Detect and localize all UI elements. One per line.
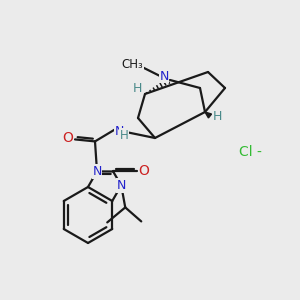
- Text: O: O: [139, 164, 150, 178]
- Text: H: H: [120, 129, 128, 142]
- Text: O: O: [63, 131, 74, 146]
- Text: H: H: [212, 110, 222, 122]
- Text: H: H: [132, 82, 142, 94]
- Text: N: N: [159, 70, 169, 83]
- Text: CH₃: CH₃: [121, 58, 143, 71]
- Polygon shape: [205, 112, 211, 118]
- Text: Cl -: Cl -: [238, 145, 261, 159]
- Text: N: N: [117, 179, 126, 192]
- Text: N: N: [114, 125, 124, 138]
- Text: N: N: [92, 165, 102, 178]
